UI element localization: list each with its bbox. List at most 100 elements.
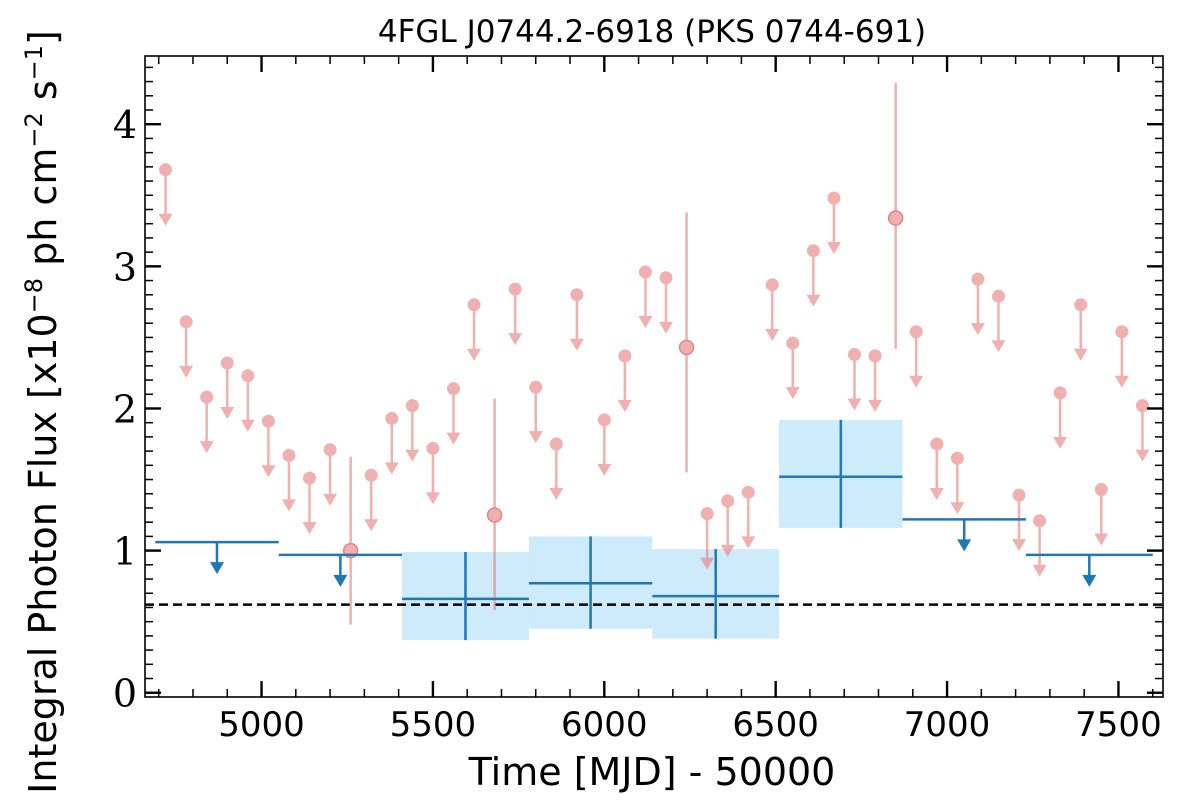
short-upper-limit-marker bbox=[303, 471, 317, 485]
short-upper-limit-marker bbox=[597, 413, 611, 427]
short-upper-limit-marker bbox=[721, 494, 735, 508]
short-upper-limit-37 bbox=[1012, 488, 1027, 552]
short-upper-limit-marker bbox=[220, 356, 234, 370]
short-upper-limit-15 bbox=[508, 282, 523, 346]
long-detection-2 bbox=[652, 549, 780, 639]
short-upper-limit-arrow bbox=[1135, 449, 1150, 462]
short-upper-limit-14 bbox=[467, 298, 482, 361]
short-detection-0 bbox=[342, 456, 359, 625]
short-upper-limit-marker bbox=[1053, 386, 1067, 400]
short-upper-limit-marker bbox=[508, 282, 522, 296]
short-upper-limit-arrow bbox=[658, 321, 673, 334]
short-upper-limit-4 bbox=[240, 369, 255, 432]
short-upper-limit-19 bbox=[597, 413, 612, 476]
short-detection-2 bbox=[678, 212, 695, 473]
short-upper-limit-arrow bbox=[281, 499, 296, 512]
short-upper-limit-marker bbox=[806, 244, 820, 258]
short-upper-limit-arrow bbox=[638, 316, 653, 329]
long-bin-points bbox=[155, 419, 1153, 641]
long-upper-limit-3 bbox=[1025, 553, 1153, 587]
short-upper-limit-marker bbox=[930, 437, 944, 451]
short-upper-limit-41 bbox=[1094, 482, 1109, 546]
x-tick-label: 7500 bbox=[1075, 705, 1162, 745]
short-upper-limit-arrow bbox=[549, 488, 564, 501]
y-tick-label: 2 bbox=[113, 387, 137, 431]
short-upper-limit-32 bbox=[909, 325, 924, 388]
short-upper-limit-arrow bbox=[425, 492, 440, 505]
short-upper-limit-arrow bbox=[785, 387, 800, 400]
short-detection-marker bbox=[887, 210, 904, 226]
long-bin-bands bbox=[402, 419, 903, 641]
short-upper-limit-2 bbox=[199, 390, 214, 454]
short-upper-limit-marker bbox=[848, 347, 862, 361]
long-detection-0 bbox=[402, 552, 529, 641]
short-upper-limit-marker bbox=[827, 191, 841, 205]
short-upper-limit-0 bbox=[158, 163, 173, 226]
short-upper-limit-marker bbox=[549, 437, 563, 451]
y-tick-label: 0 bbox=[113, 672, 137, 716]
short-upper-limit-10 bbox=[384, 411, 399, 475]
y-tick-label: 1 bbox=[113, 530, 137, 574]
short-upper-limit-marker bbox=[971, 272, 985, 286]
short-upper-limit-arrow bbox=[446, 432, 461, 445]
short-upper-limit-marker bbox=[1033, 514, 1047, 528]
long-upper-limit-arrow bbox=[1082, 574, 1097, 587]
short-upper-limit-7 bbox=[302, 471, 317, 535]
short-upper-limit-marker bbox=[659, 271, 673, 285]
short-upper-limit-marker bbox=[467, 298, 481, 312]
short-upper-limit-17 bbox=[549, 437, 564, 501]
plot-border bbox=[144, 55, 1164, 698]
short-upper-limit-arrow bbox=[1094, 533, 1109, 546]
short-upper-limit-arrow bbox=[617, 399, 632, 412]
short-upper-limit-arrow bbox=[240, 419, 255, 432]
short-upper-limit-marker bbox=[765, 278, 779, 292]
y-axis-label: Integral Photon Flux [x10−8 ph cm−2 s−1] bbox=[20, 30, 65, 794]
short-upper-limit-marker bbox=[241, 369, 255, 383]
short-upper-limit-16 bbox=[528, 380, 543, 444]
plot-frame bbox=[144, 55, 1164, 698]
y-axis-label-text: s bbox=[21, 80, 65, 112]
long-upper-limit-arrow bbox=[209, 562, 224, 575]
short-upper-limit-arrow bbox=[847, 398, 862, 411]
short-upper-limit-arrow bbox=[384, 462, 399, 475]
short-upper-limit-marker bbox=[282, 448, 296, 462]
short-upper-limit-arrow bbox=[199, 441, 214, 454]
short-upper-limit-marker bbox=[909, 325, 923, 339]
short-upper-limit-arrow bbox=[302, 522, 317, 535]
short-upper-limit-arrow bbox=[220, 406, 235, 419]
short-upper-limit-arrow bbox=[1053, 436, 1068, 449]
short-upper-limit-marker bbox=[1094, 482, 1108, 496]
short-upper-limit-43 bbox=[1135, 399, 1150, 462]
short-upper-limit-arrow bbox=[1032, 564, 1047, 577]
short-upper-limit-marker bbox=[323, 443, 337, 457]
short-upper-limit-arrow bbox=[741, 536, 756, 549]
short-upper-limit-marker bbox=[179, 315, 193, 329]
x-tick-label: 7000 bbox=[904, 705, 991, 745]
short-upper-limit-5 bbox=[261, 414, 276, 478]
short-upper-limit-arrow bbox=[179, 365, 194, 378]
short-upper-limit-arrow bbox=[970, 323, 985, 336]
short-upper-limit-arrow bbox=[720, 544, 735, 557]
short-upper-limit-20 bbox=[617, 349, 632, 412]
short-upper-limit-marker bbox=[991, 289, 1005, 303]
short-upper-limit-11 bbox=[405, 399, 420, 462]
short-upper-limit-marker bbox=[1115, 325, 1129, 339]
short-upper-limit-marker bbox=[200, 390, 214, 404]
short-upper-limit-21 bbox=[638, 265, 653, 329]
x-tick-label: 6500 bbox=[732, 705, 819, 745]
short-upper-limit-31 bbox=[868, 349, 883, 412]
short-upper-limit-arrow bbox=[806, 294, 821, 307]
y-axis-label-text: Integral Photon Flux [x10 bbox=[21, 313, 65, 794]
short-upper-limit-arrow bbox=[826, 242, 841, 255]
short-upper-limit-marker bbox=[786, 336, 800, 350]
short-upper-limit-arrow bbox=[991, 340, 1006, 353]
short-upper-limit-13 bbox=[446, 382, 461, 445]
short-upper-limit-30 bbox=[847, 347, 862, 411]
y-axis-label-text: ] bbox=[21, 30, 65, 45]
short-upper-limit-8 bbox=[323, 443, 338, 506]
short-upper-limit-18 bbox=[569, 288, 584, 351]
short-upper-limit-arrow bbox=[1114, 375, 1129, 388]
short-upper-limit-25 bbox=[741, 485, 756, 549]
short-upper-limit-27 bbox=[785, 336, 800, 400]
